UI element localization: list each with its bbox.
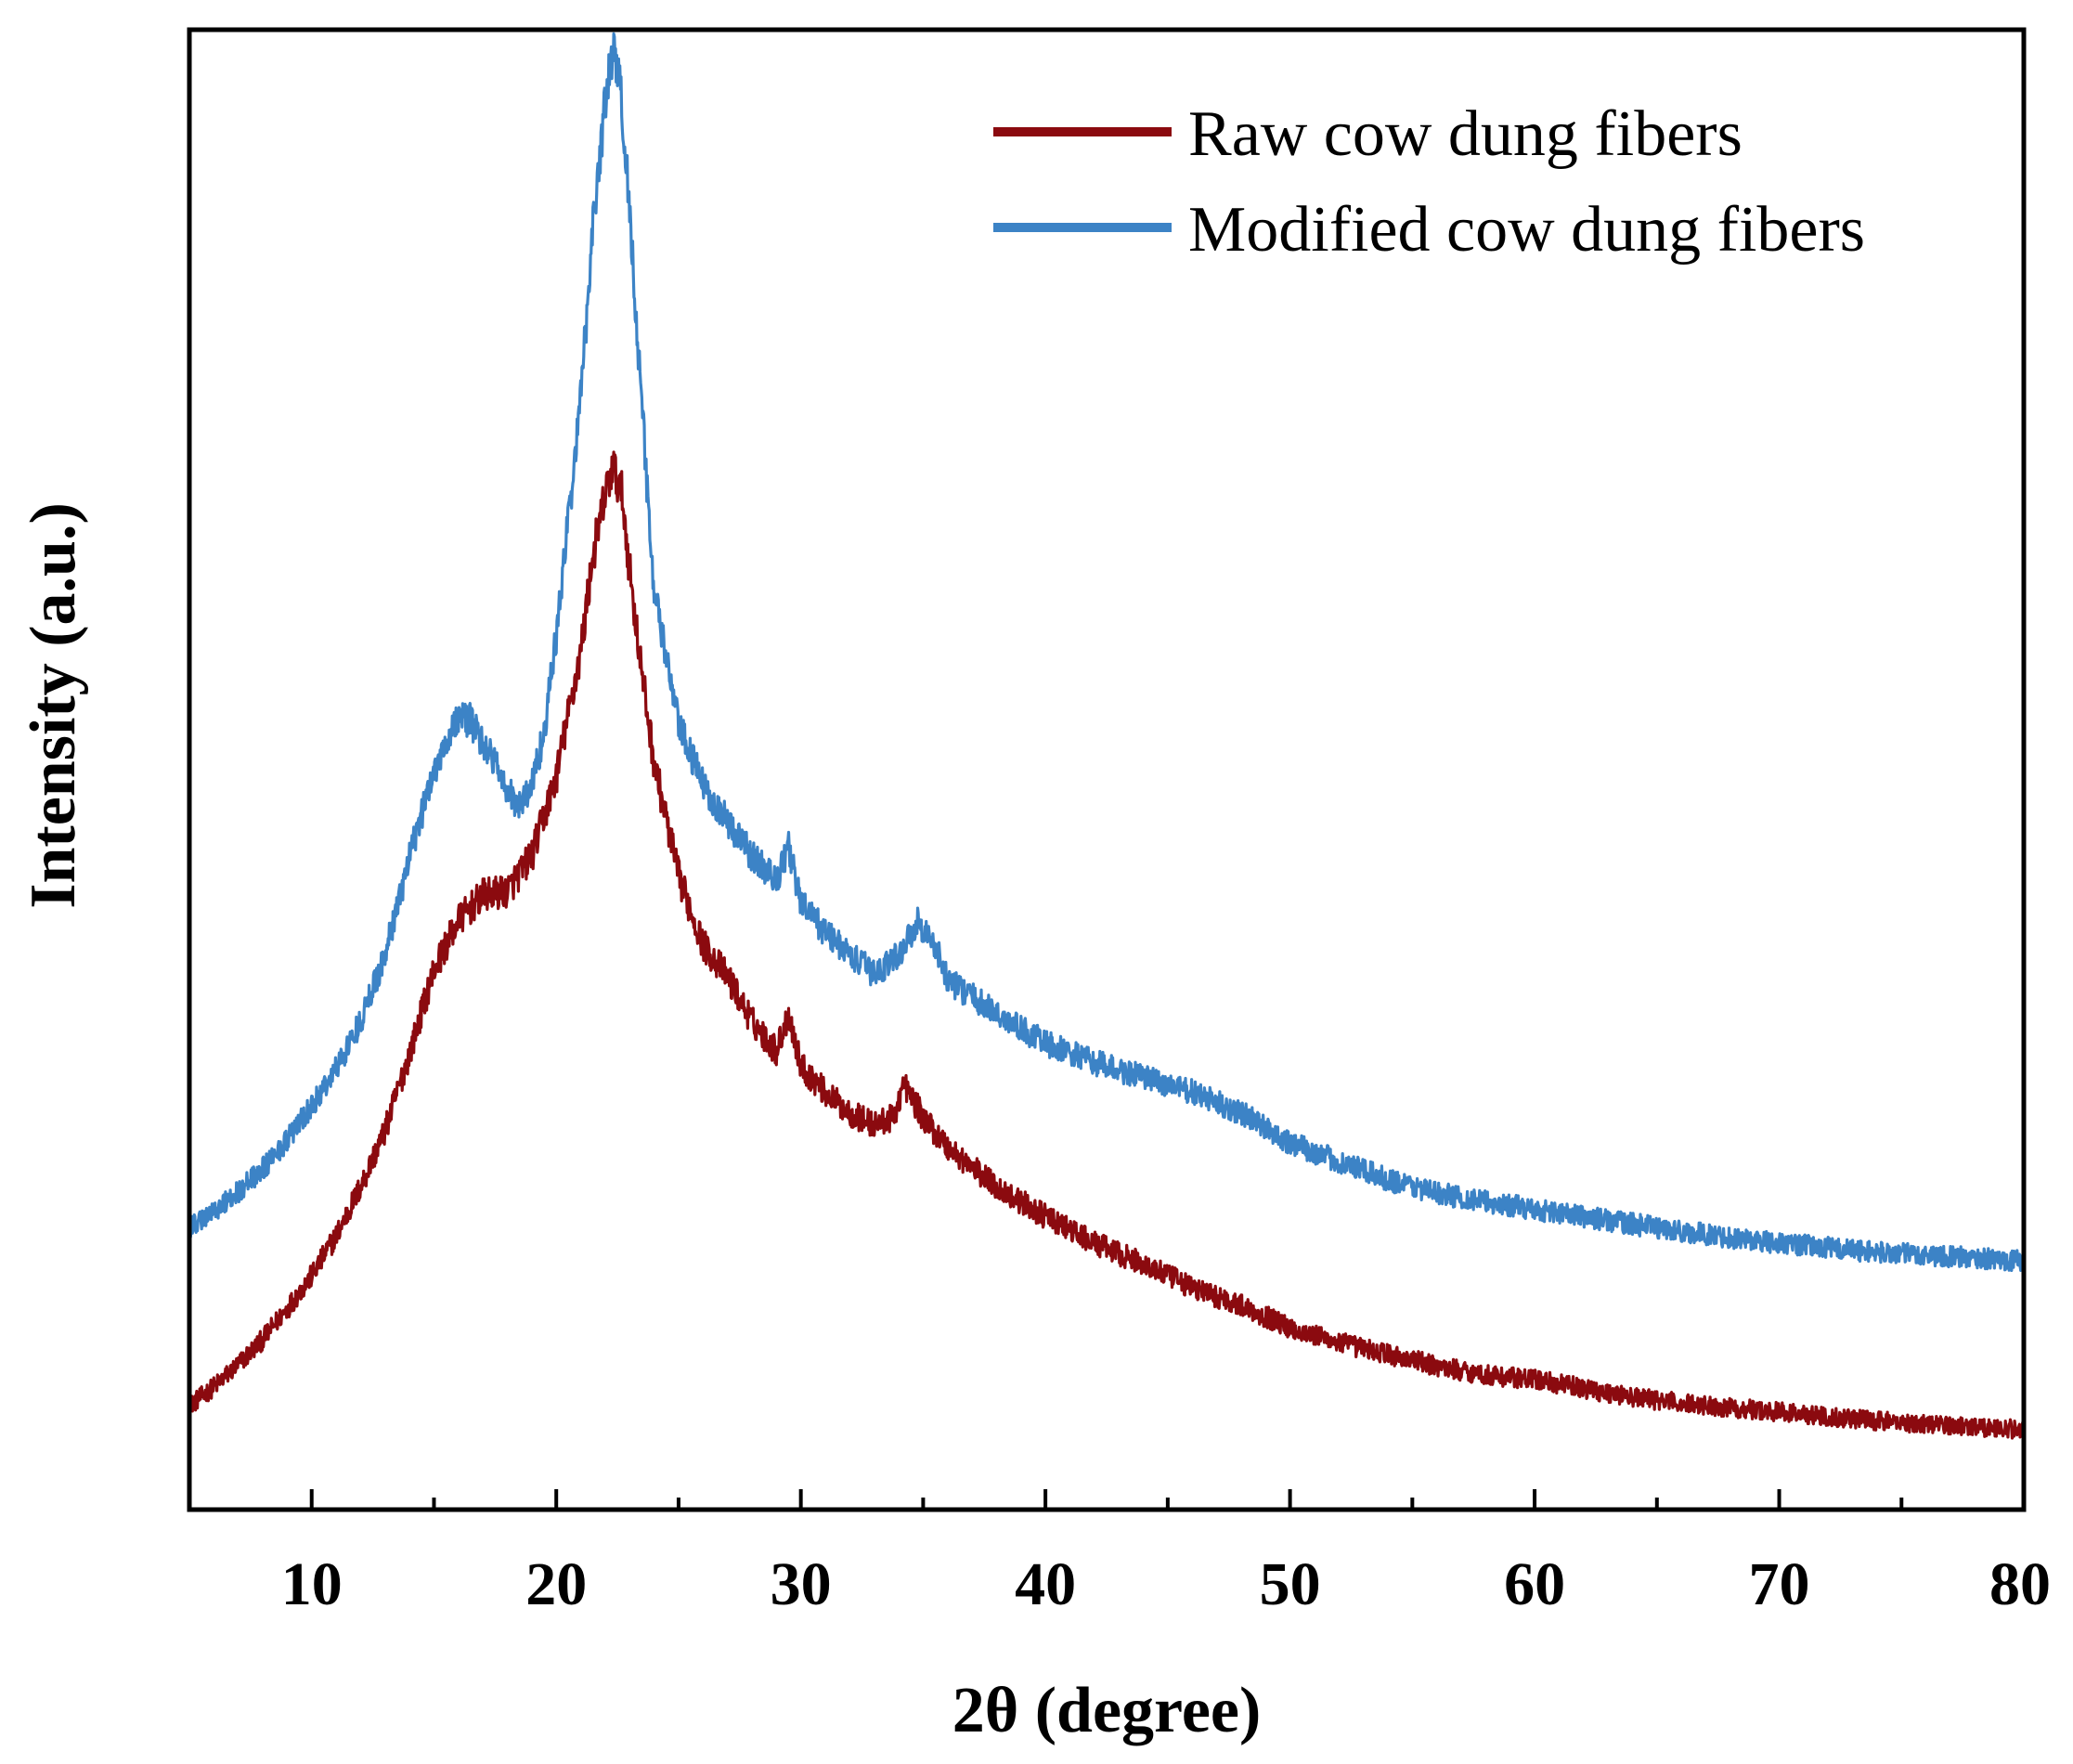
x-tick-label: 50 [1260, 1550, 1321, 1618]
series-layer [188, 32, 2026, 1440]
x-tick-label: 80 [1989, 1550, 2051, 1618]
series-line-modified [188, 32, 2026, 1273]
legend-label-raw: Raw cow dung fibers [1188, 98, 1743, 170]
plot-frame [187, 27, 2027, 1512]
x-axis-title: 2θ (degree) [952, 1675, 1262, 1746]
x-tick-label: 20 [525, 1550, 587, 1618]
x-tick-label: 10 [281, 1550, 343, 1618]
plot-area: 10 20 30 40 50 60 70 80 [187, 27, 2051, 1618]
legend-label-modified: Modified cow dung fibers [1188, 194, 1865, 266]
x-axis-ticks: 10 20 30 40 50 60 70 80 [188, 1489, 2051, 1618]
series-line-raw [188, 450, 2026, 1440]
y-axis-title: Intensity (a.u.) [18, 502, 89, 909]
legend: Raw cow dung fibers Modified cow dung fi… [993, 98, 1865, 266]
x-tick-label: 30 [771, 1550, 832, 1618]
x-tick-label: 40 [1015, 1550, 1076, 1618]
x-tick-label: 60 [1504, 1550, 1565, 1618]
x-tick-label: 70 [1749, 1550, 1810, 1618]
